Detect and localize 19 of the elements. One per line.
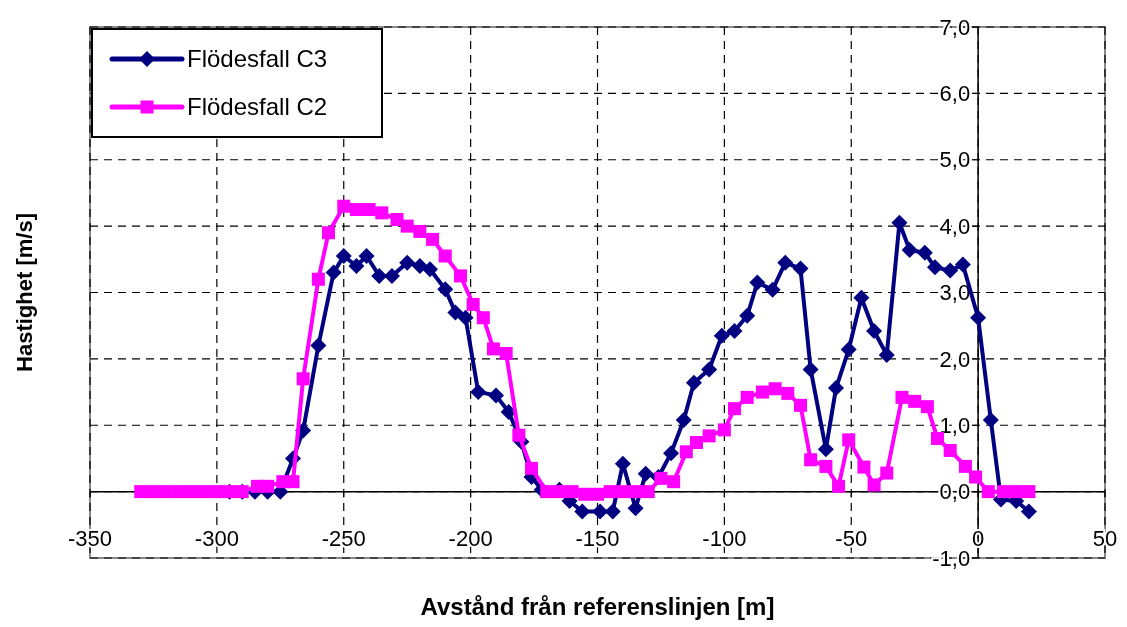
legend-label: Flödesfall C2	[187, 93, 328, 121]
y-tick-label: 7,0	[939, 14, 971, 40]
y-tick-label: 1,0	[939, 412, 971, 438]
y-tick-label: 4,0	[939, 213, 971, 239]
y-tick-label: 6,0	[939, 81, 971, 107]
x-tick-label: -50	[835, 526, 868, 551]
y-tick-label: -1,0	[932, 545, 971, 571]
x-tick-label: -300	[194, 526, 239, 551]
x-tick-label: -150	[575, 526, 620, 551]
y-tick-label: 5,0	[939, 147, 971, 173]
x-tick-label: 50	[1092, 526, 1118, 551]
y-tick-label: 2,0	[939, 346, 971, 372]
x-tick-label: -250	[321, 526, 366, 551]
x-axis-title: Avstånd från referenslinjen [m]	[420, 593, 775, 620]
x-tick-label: -200	[448, 526, 493, 551]
legend-label: Flödesfall C3	[187, 45, 328, 73]
y-axis-title: Hastighet [m/s]	[12, 213, 37, 372]
x-tick-label: -350	[67, 526, 113, 551]
x-tick-label: -100	[702, 526, 747, 551]
